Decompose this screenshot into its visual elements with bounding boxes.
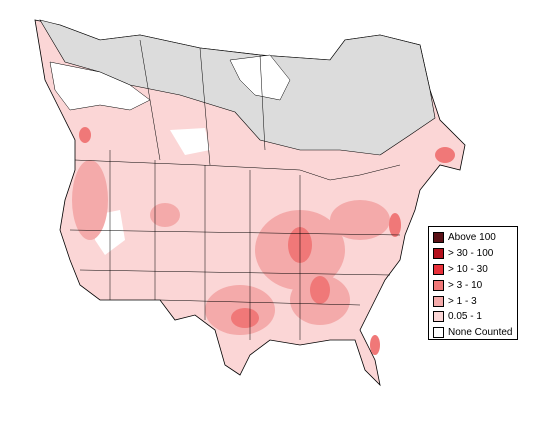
legend-swatch [433,263,444,275]
legend-item: None Counted [433,325,517,341]
legend-label: > 1 - 3 [448,295,477,307]
legend-item: > 30 - 100 [433,246,517,262]
legend: Above 100 > 30 - 100 > 10 - 30 > 3 - 10 > 1 … [428,226,518,340]
legend-swatch [433,248,444,260]
legend-swatch [433,311,444,323]
legend-item: Above 100 [433,230,517,246]
none-counted-central [170,128,210,155]
legend-swatch [433,327,444,339]
legend-swatch [433,279,444,291]
legend-label: Above 100 [448,232,496,244]
legend-label: 0.05 - 1 [448,311,482,323]
legend-item: > 1 - 3 [433,293,517,309]
borders [69,39,401,340]
hudson-bay [229,54,291,101]
legend-label: > 10 - 30 [448,263,488,275]
legend-item: 0.05 - 1 [433,309,517,325]
no-data-north [39,19,436,156]
legend-label: None Counted [448,327,513,339]
legend-item: > 3 - 10 [433,277,517,293]
legend-label: > 3 - 10 [448,279,483,291]
legend-label: > 30 - 100 [448,248,494,260]
legend-swatch [433,295,444,307]
legend-item: > 10 - 30 [433,262,517,278]
legend-swatch [433,232,444,244]
none-counted-nw [49,61,151,111]
